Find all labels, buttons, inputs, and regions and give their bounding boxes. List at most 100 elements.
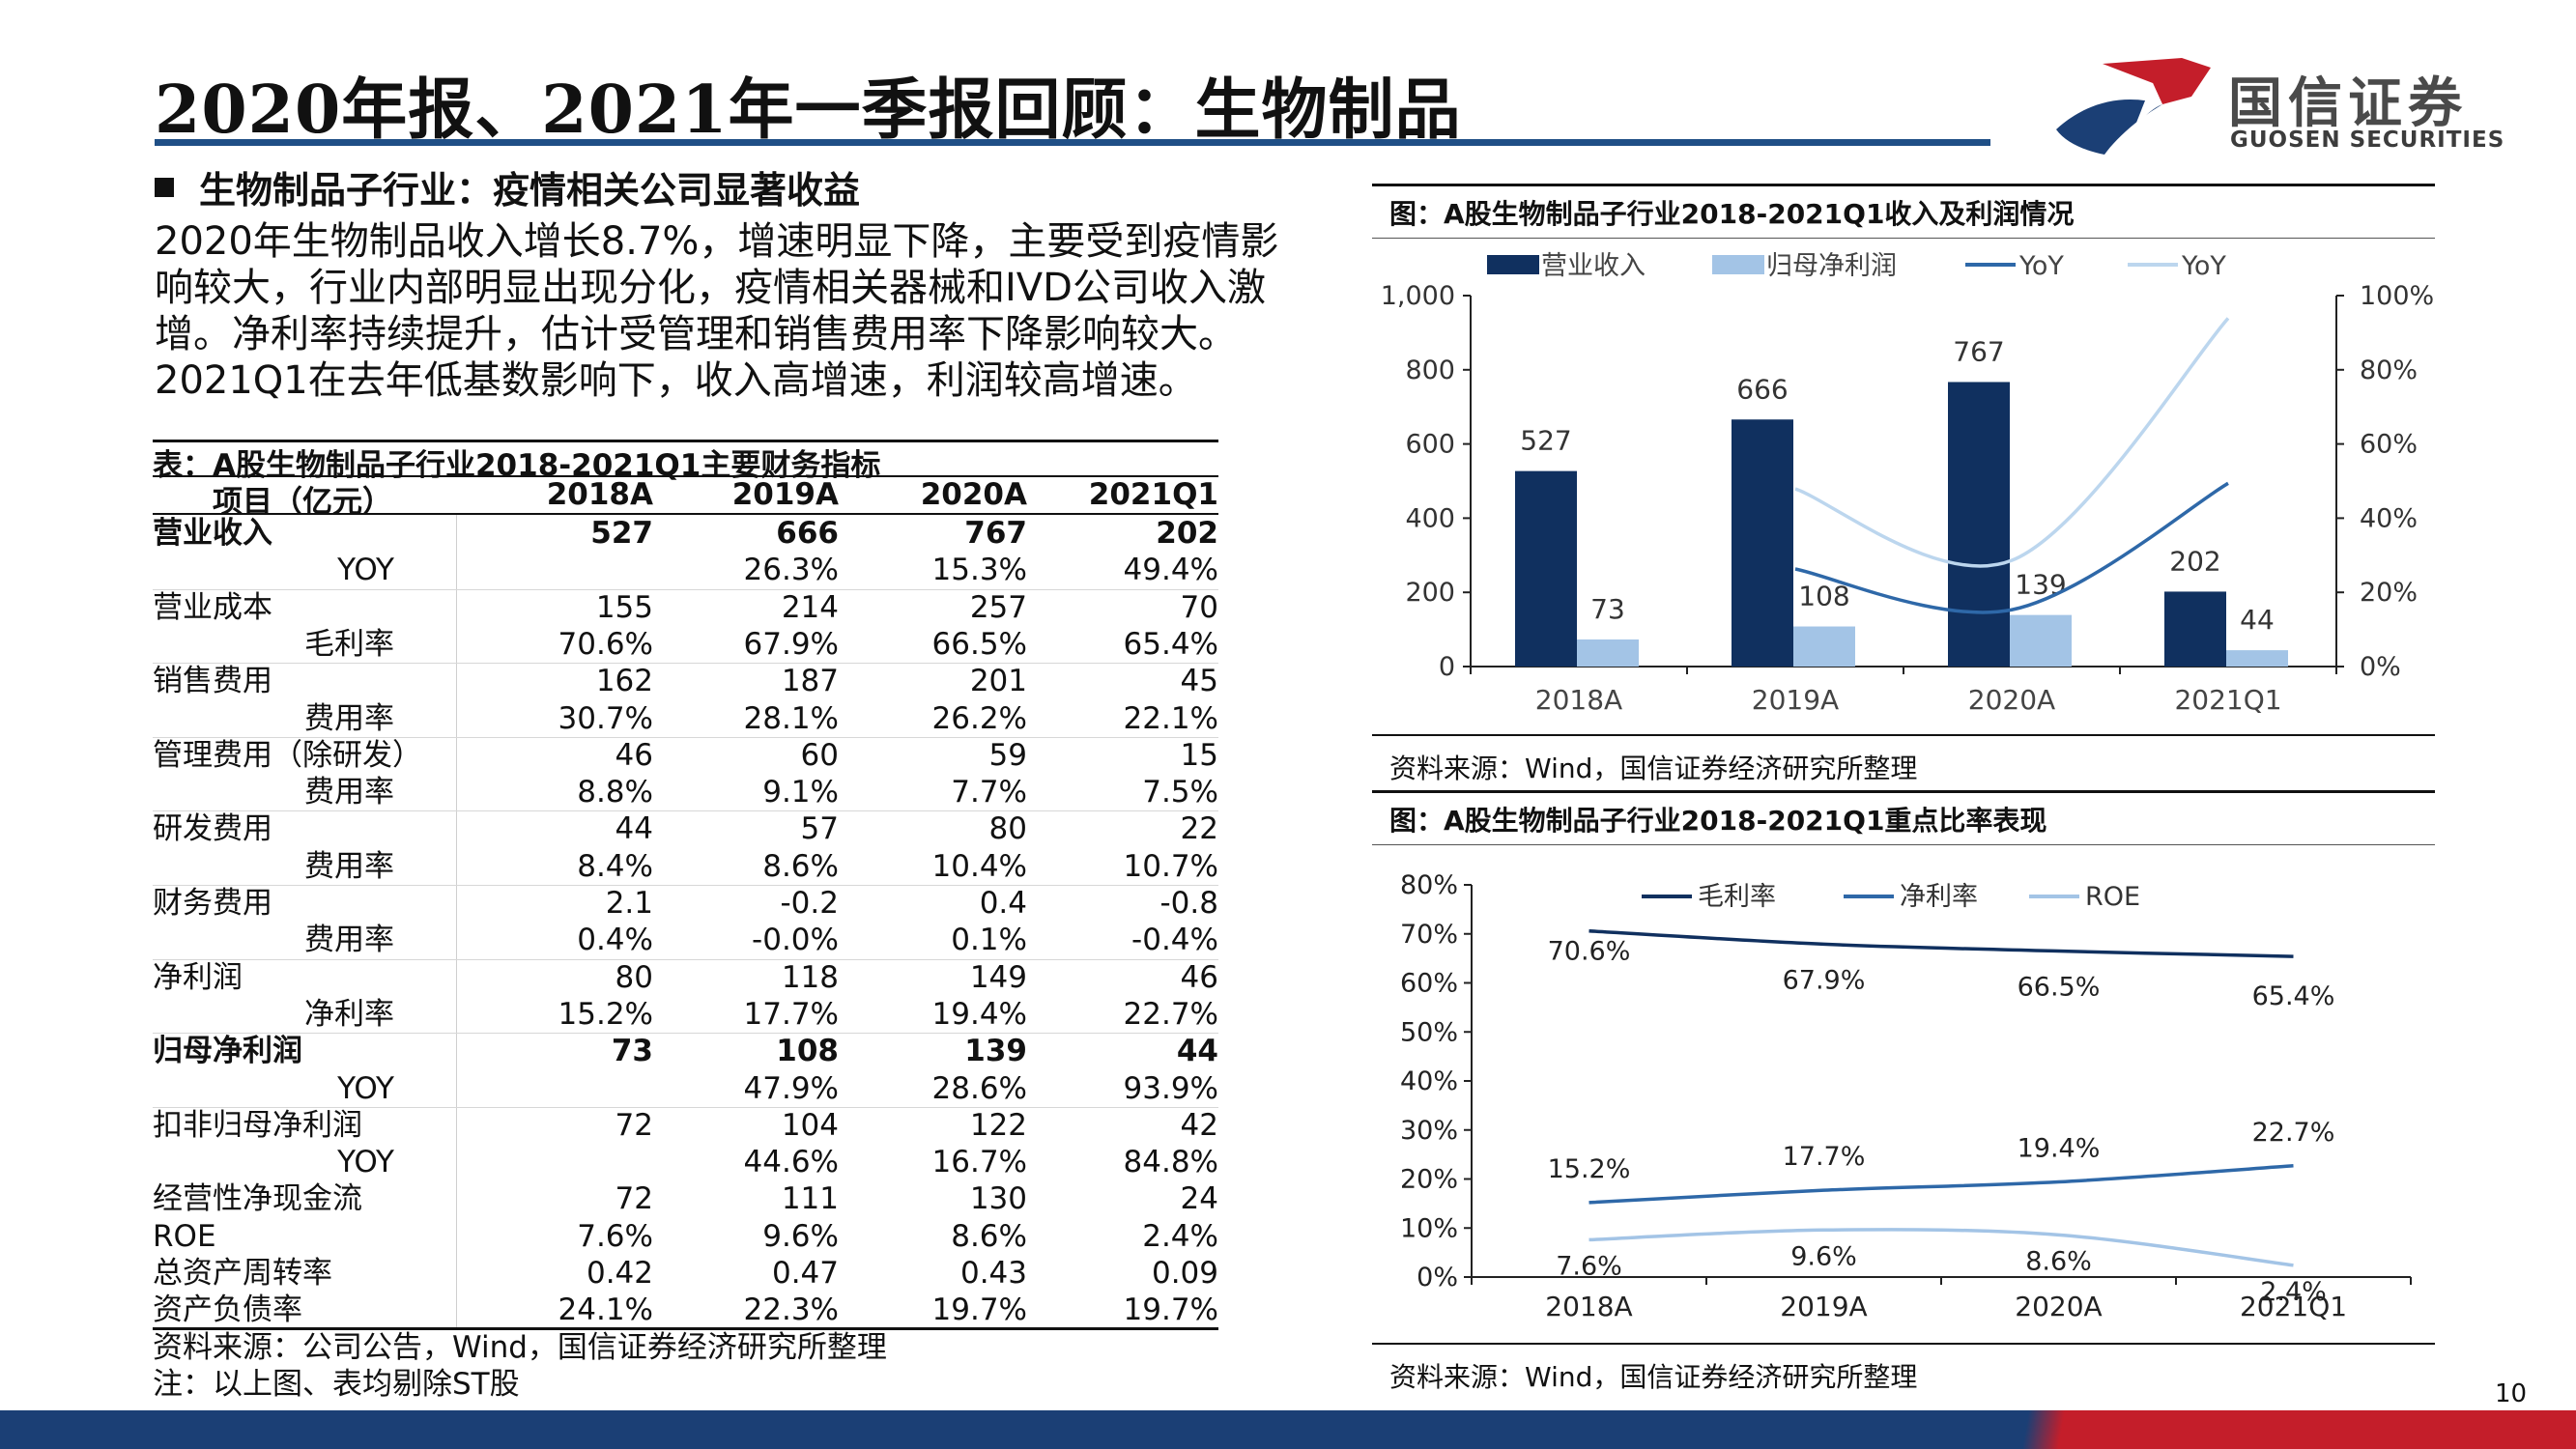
row-group-divider: [153, 588, 1218, 590]
table-cell: 202: [1156, 516, 1218, 551]
table-row: 总资产周转率 0.42 0.47 0.43 0.09: [153, 1255, 1218, 1292]
header-2021q1: 2021Q1: [1088, 477, 1218, 512]
footer-accent: [1981, 1410, 2576, 1449]
table-row: 费用率 8.8% 9.1% 7.7% 7.5%: [153, 774, 1218, 810]
section-heading: 生物制品子行业：疫情相关公司显著收益: [155, 160, 860, 213]
table-cell: 45: [1180, 664, 1218, 699]
page-number: 10: [2495, 1379, 2528, 1408]
table-cell: 44: [1176, 1034, 1218, 1069]
row-label: 管理费用（除研发）: [153, 737, 422, 773]
point-data-label: 15.2%: [1548, 1154, 1631, 1184]
chart2-source: 资料来源：Wind，国信证券经济研究所整理: [1389, 1361, 1918, 1393]
table-cell: 22.3%: [743, 1293, 839, 1328]
table-cell: 130: [969, 1181, 1027, 1217]
x-tick-label: 2018A: [1535, 684, 1622, 716]
table-cell: 7.5%: [1142, 775, 1218, 810]
chart1-bottom-rule: [1372, 734, 2435, 736]
row-label: 费用率: [304, 775, 394, 810]
point-data-label: 70.6%: [1548, 937, 1631, 967]
legend-label: YoY: [2181, 251, 2226, 281]
bar-revenue: [1948, 382, 2010, 667]
y-tick-label: 80%: [1400, 870, 1458, 900]
x-tick-label: 2019A: [1780, 1291, 1867, 1322]
chart1-title: 图：A股生物制品子行业2018-2021Q1收入及利润情况: [1389, 198, 2075, 230]
row-label: 经营性净现金流: [153, 1181, 362, 1217]
table-cell: 22.1%: [1123, 700, 1218, 736]
table-cell: 17.7%: [743, 996, 839, 1032]
bar-revenue: [2164, 591, 2226, 667]
table-cell: 0.4: [979, 886, 1027, 921]
y-tick-label: 10%: [1400, 1213, 1458, 1243]
table-cell: 10.7%: [1123, 848, 1218, 884]
table-cell: 7.7%: [951, 775, 1027, 810]
table-cell: 24: [1180, 1181, 1218, 1217]
row-label: 费用率: [304, 848, 394, 884]
legend-label: 营业收入: [1541, 251, 1646, 281]
table-row: 管理费用（除研发） 46 60 59 15: [153, 737, 1218, 774]
table-source: 资料来源：公司公告，Wind，国信证券经济研究所整理 注：以上图、表均剔除ST股: [153, 1329, 887, 1403]
x-tick-label: 2020A: [2015, 1291, 2102, 1322]
row-label: 归母净利润: [153, 1034, 302, 1069]
table-cell: 47.9%: [743, 1070, 839, 1106]
table-cell: 0.42: [586, 1256, 653, 1291]
bar-data-label: 139: [2015, 569, 2066, 601]
table-cell: 65.4%: [1123, 626, 1218, 662]
chart2-bottom-rule: [1372, 1343, 2435, 1345]
table-cell: 66.5%: [931, 626, 1027, 662]
right-tick-label: 60%: [2360, 430, 2418, 460]
row-group-divider: [153, 736, 1218, 738]
y-tick-label: 20%: [1400, 1165, 1458, 1195]
table-cell: 108: [776, 1034, 839, 1069]
table-row: 研发费用 44 57 80 22: [153, 810, 1218, 847]
right-tick-label: 40%: [2360, 503, 2418, 533]
table-cell: 44.6%: [743, 1145, 839, 1180]
table-cell: 84.8%: [1123, 1145, 1218, 1180]
row-label: YOY: [337, 553, 394, 588]
table-cell: -0.4%: [1131, 923, 1218, 958]
yoy-line-2: [1794, 317, 2230, 568]
table-cell: 16.7%: [931, 1145, 1027, 1180]
y-tick-label: 0%: [1417, 1263, 1458, 1293]
table-row: 经营性净现金流 72 111 130 24: [153, 1180, 1218, 1217]
table-row: 销售费用 162 187 201 45: [153, 663, 1218, 699]
row-label: 总资产周转率: [153, 1256, 332, 1291]
table-header: 项目（亿元） 2018A 2019A 2020A 2021Q1: [153, 477, 1218, 520]
table-cell: 28.6%: [931, 1070, 1027, 1106]
left-tick-label: 800: [1405, 355, 1455, 385]
table-cell: 19.7%: [1123, 1293, 1218, 1328]
table-row: 扣非归母净利润 72 104 122 42: [153, 1107, 1218, 1144]
table-cell: -0.0%: [752, 923, 839, 958]
legend-label: ROE: [2085, 882, 2140, 912]
table-cell: 26.2%: [931, 700, 1027, 736]
table-cell: 19.4%: [931, 996, 1027, 1032]
point-data-label: 7.6%: [1556, 1251, 1622, 1281]
legend-label: 净利率: [1900, 882, 1978, 912]
x-tick-label: 2018A: [1545, 1291, 1632, 1322]
right-tick-label: 100%: [2360, 281, 2434, 311]
chart1-bar-line-chart: 0 200 400 600 800 1,000 0% 20% 40% 60% 80% 100% 2018…: [1381, 251, 2435, 716]
row-label: 净利润: [153, 959, 243, 995]
table-cell: 60: [800, 737, 839, 773]
table-row: YOY 26.3% 15.3% 49.4%: [153, 552, 1218, 588]
table-cell: 72: [615, 1107, 653, 1143]
y-tick-label: 40%: [1400, 1066, 1458, 1096]
row-label: ROE: [153, 1218, 216, 1254]
row-label: 研发费用: [153, 811, 272, 847]
table-cell: 162: [595, 664, 653, 699]
point-data-label: 8.6%: [2025, 1246, 2092, 1276]
row-label: YOY: [337, 1145, 394, 1180]
company-logo: 国信证券 GUOSEN SECURITIES: [2046, 54, 2576, 160]
table-cell: 214: [781, 589, 839, 625]
row-label: 扣非归母净利润: [153, 1107, 362, 1143]
row-group-divider: [153, 1106, 1218, 1108]
table-cell: 80: [615, 959, 653, 995]
y-tick-label: 70%: [1400, 920, 1458, 950]
ratio-line-3: [1589, 1228, 2294, 1267]
bar-data-label: 44: [2240, 604, 2275, 636]
bar-data-label: 73: [1590, 593, 1625, 625]
row-label: 财务费用: [153, 886, 272, 921]
bar-data-label: 108: [1798, 581, 1849, 612]
table-cell: 139: [964, 1034, 1027, 1069]
row-label: 资产负债率: [153, 1293, 302, 1328]
right-tick-label: 80%: [2360, 355, 2418, 385]
